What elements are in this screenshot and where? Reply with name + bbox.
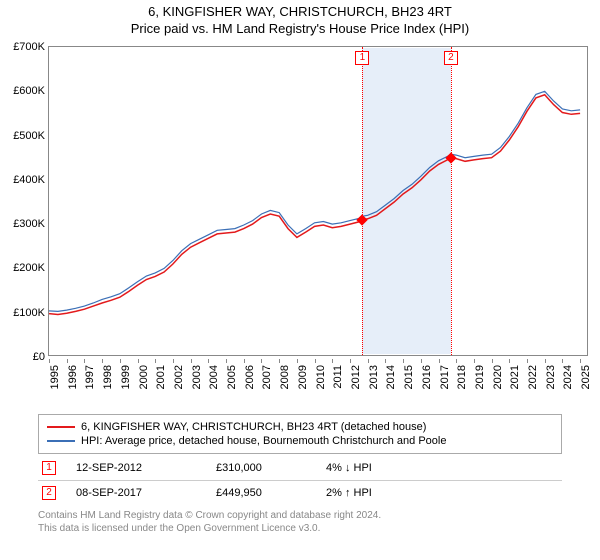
legend-label-hpi: HPI: Average price, detached house, Bour… xyxy=(81,435,446,447)
sale-diff-1: 4% ↓ HPI xyxy=(326,462,416,474)
x-tick-label: 1997 xyxy=(84,365,96,389)
x-tick-label: 2007 xyxy=(261,365,273,389)
legend-swatch-hpi xyxy=(47,440,75,442)
series-svg xyxy=(49,47,589,357)
legend-label-property: 6, KINGFISHER WAY, CHRISTCHURCH, BH23 4R… xyxy=(81,421,426,433)
chart-title-subtitle: Price paid vs. HM Land Registry's House … xyxy=(0,21,600,36)
x-tick-label: 2000 xyxy=(138,365,150,389)
chart-marker-1: 1 xyxy=(355,51,369,65)
x-tick-label: 2022 xyxy=(527,365,539,389)
chart-title-address: 6, KINGFISHER WAY, CHRISTCHURCH, BH23 4R… xyxy=(0,4,600,19)
legend-box: 6, KINGFISHER WAY, CHRISTCHURCH, BH23 4R… xyxy=(38,414,562,454)
x-tick-label: 2009 xyxy=(297,365,309,389)
x-tick-label: 2002 xyxy=(173,365,185,389)
x-tick-label: 1995 xyxy=(49,365,61,389)
legend-item-property: 6, KINGFISHER WAY, CHRISTCHURCH, BH23 4R… xyxy=(47,421,553,433)
footer-line2: This data is licensed under the Open Gov… xyxy=(38,522,562,535)
y-tick-label: £600K xyxy=(13,85,49,97)
footer-attribution: Contains HM Land Registry data © Crown c… xyxy=(38,509,562,535)
x-tick-label: 2024 xyxy=(562,365,574,389)
x-tick-label: 2013 xyxy=(368,365,380,389)
y-tick-label: £700K xyxy=(13,41,49,53)
x-tick-label: 2023 xyxy=(545,365,557,389)
x-tick-label: 2015 xyxy=(403,365,415,389)
x-tick-label: 2017 xyxy=(439,365,451,389)
x-tick-label: 2010 xyxy=(315,365,327,389)
x-tick-label: 2016 xyxy=(421,365,433,389)
y-tick-label: £100K xyxy=(13,307,49,319)
x-tick-label: 2001 xyxy=(155,365,167,389)
y-tick-label: £400K xyxy=(13,174,49,186)
x-tick-label: 2021 xyxy=(509,365,521,389)
sale-date-2: 08-SEP-2017 xyxy=(76,487,196,499)
x-tick-label: 1998 xyxy=(102,365,114,389)
legend-item-hpi: HPI: Average price, detached house, Bour… xyxy=(47,435,553,447)
sale-price-2: £449,950 xyxy=(216,487,306,499)
sale-price-1: £310,000 xyxy=(216,462,306,474)
sale-diff-2: 2% ↑ HPI xyxy=(326,487,416,499)
x-tick-label: 1999 xyxy=(120,365,132,389)
sale-row-1: 1 12-SEP-2012 £310,000 4% ↓ HPI xyxy=(38,458,562,478)
x-tick-label: 2018 xyxy=(456,365,468,389)
sale-marker-1: 1 xyxy=(42,461,56,475)
chart-area: £0 £100K £200K £300K £400K £500K £600K £700K 199… xyxy=(0,38,600,408)
sale-separator xyxy=(38,480,562,481)
sale-date-1: 12-SEP-2012 xyxy=(76,462,196,474)
sales-table: 1 12-SEP-2012 £310,000 4% ↓ HPI 2 08-SEP… xyxy=(38,458,562,503)
y-tick-label: £500K xyxy=(13,130,49,142)
x-tick-label: 2004 xyxy=(208,365,220,389)
y-tick-label: £200K xyxy=(13,262,49,274)
x-tick-label: 1996 xyxy=(67,365,79,389)
x-tick-label: 2006 xyxy=(244,365,256,389)
chart-marker-2: 2 xyxy=(444,51,458,65)
sale-marker-2: 2 xyxy=(42,486,56,500)
series-line-property xyxy=(49,95,580,315)
x-tick-label: 2012 xyxy=(350,365,362,389)
x-tick-label: 2014 xyxy=(385,365,397,389)
x-tick-label: 2011 xyxy=(332,365,344,389)
series-line-hpi xyxy=(49,91,580,311)
x-tick-label: 2020 xyxy=(492,365,504,389)
x-tick-label: 2005 xyxy=(226,365,238,389)
legend-swatch-property xyxy=(47,426,75,428)
x-tick-label: 2025 xyxy=(580,365,592,389)
plot-region: £0£100K£200K£300K£400K£500K£600K£700K199… xyxy=(48,46,588,356)
x-tick-label: 2008 xyxy=(279,365,291,389)
x-tick-label: 2003 xyxy=(191,365,203,389)
x-tick-label: 2019 xyxy=(474,365,486,389)
sale-row-2: 2 08-SEP-2017 £449,950 2% ↑ HPI xyxy=(38,483,562,503)
y-tick-label: £300K xyxy=(13,218,49,230)
y-tick-label: £0 xyxy=(33,351,49,363)
footer-line1: Contains HM Land Registry data © Crown c… xyxy=(38,509,562,522)
